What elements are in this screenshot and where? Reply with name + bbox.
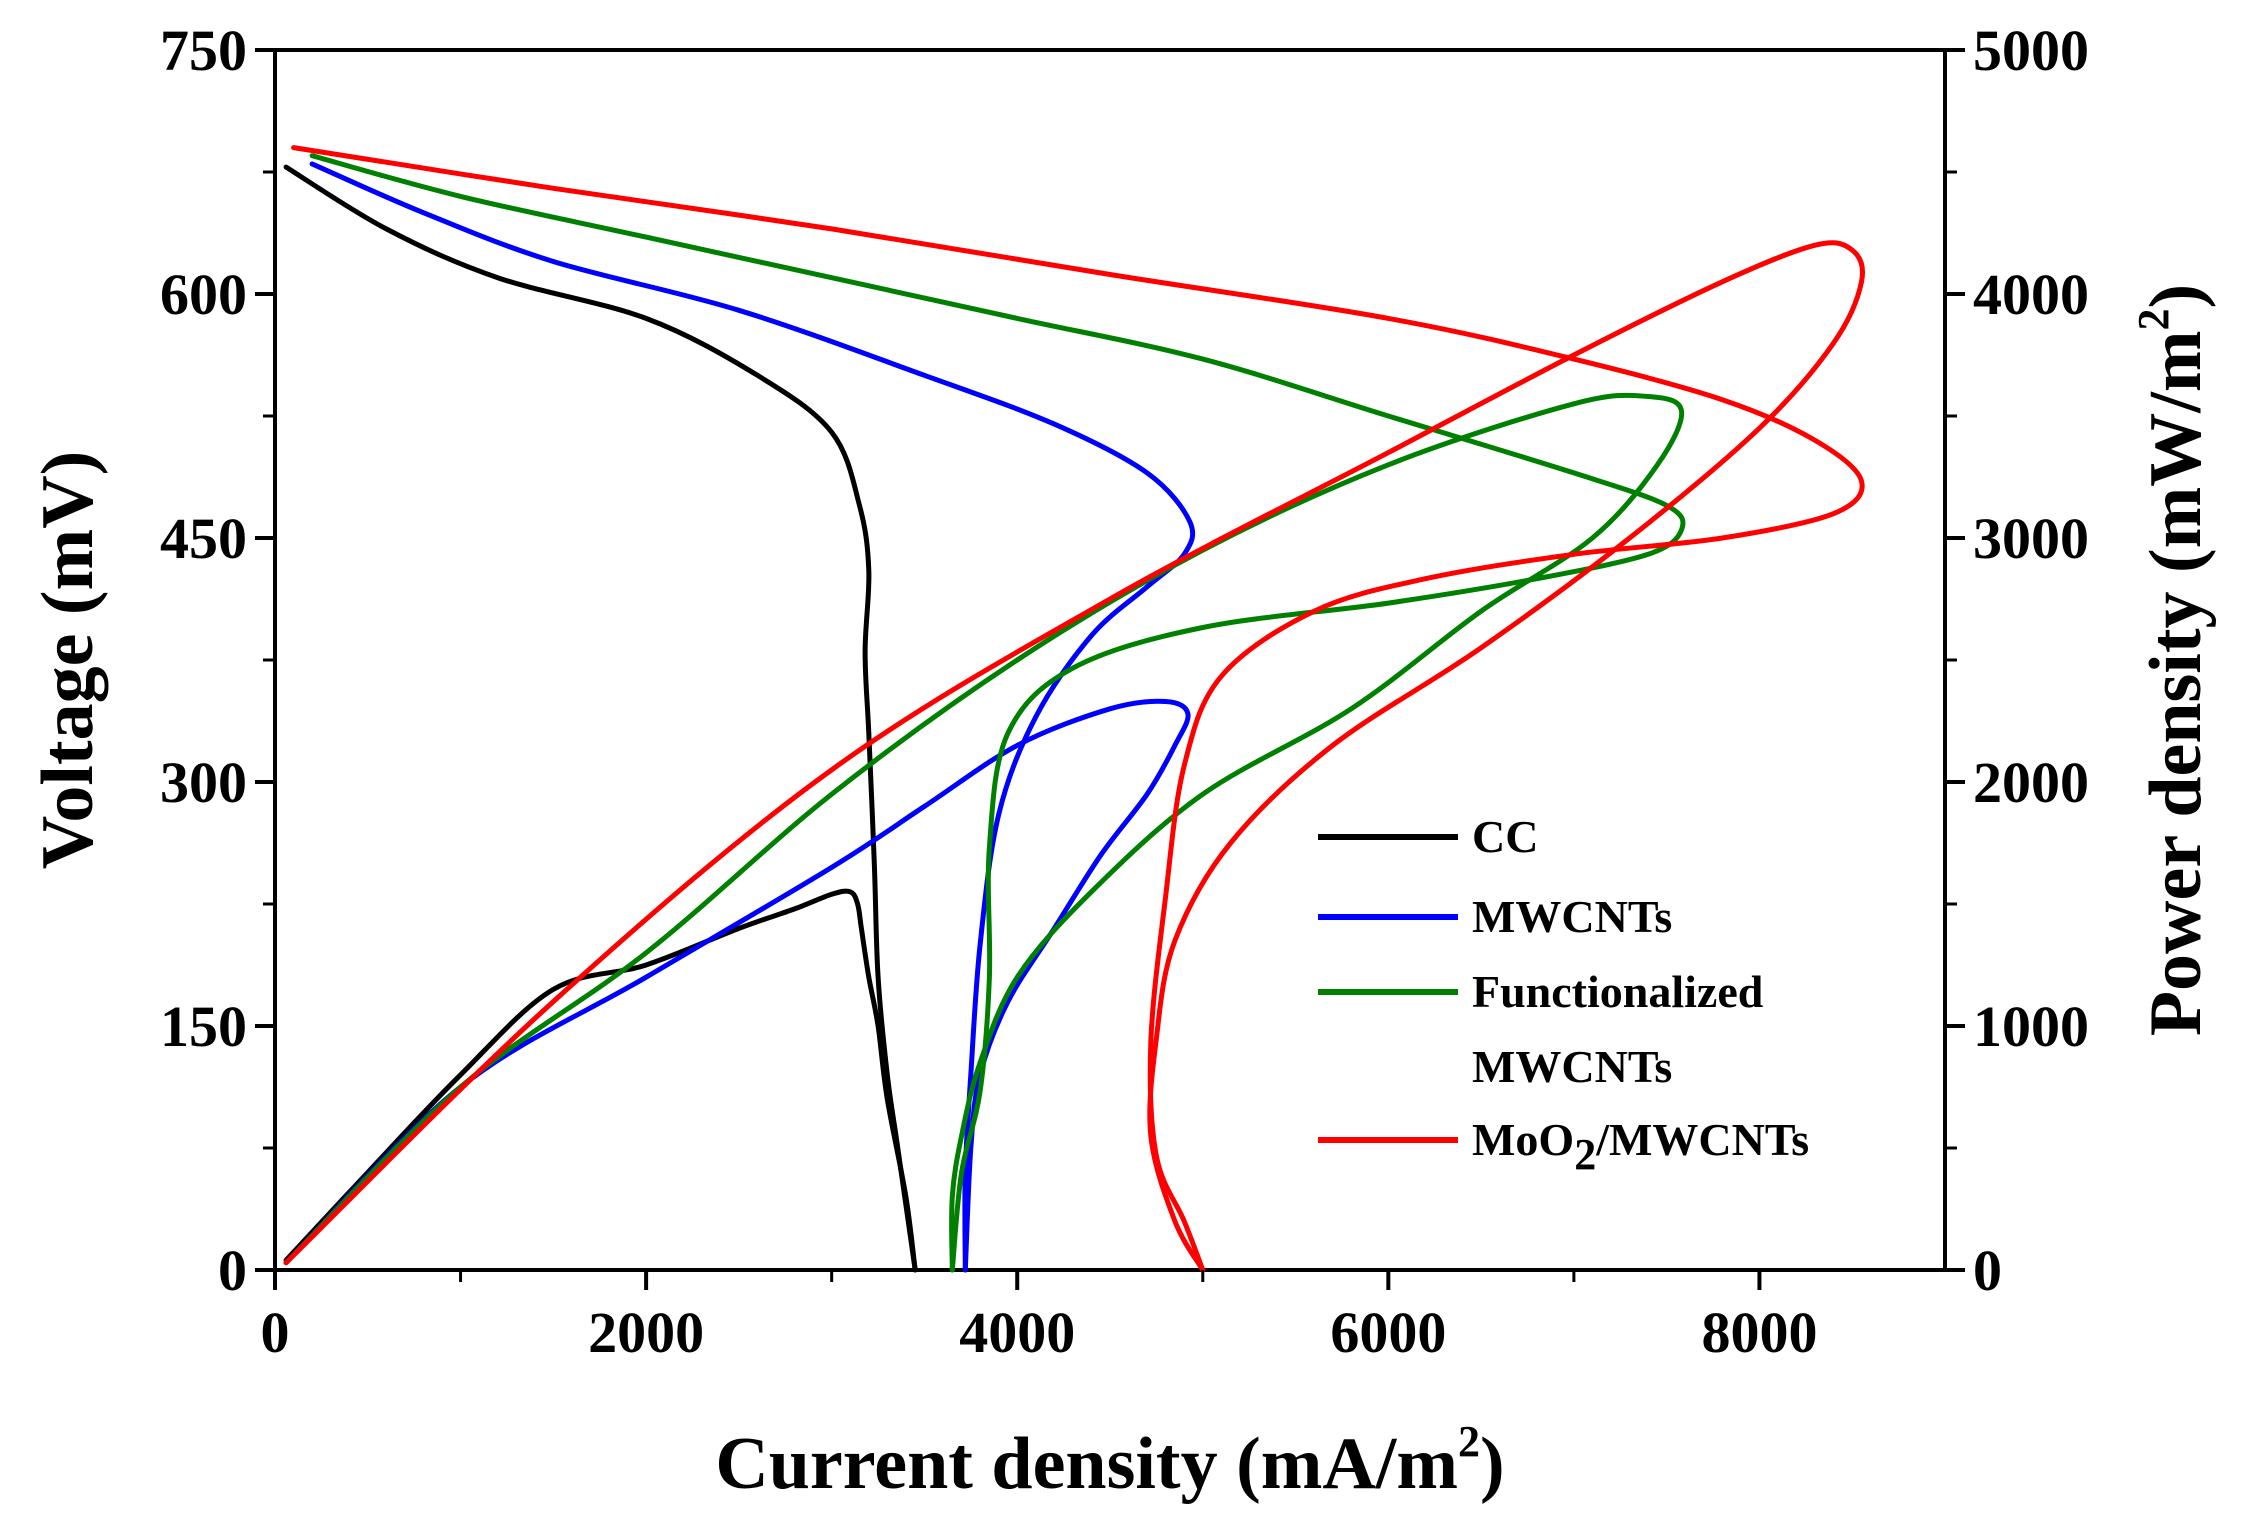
y-right-tick-label: 4000 xyxy=(1973,262,2089,327)
x-tick-label: 4000 xyxy=(959,1300,1075,1365)
polarization-curve-cc xyxy=(283,164,918,1273)
power-density-curve-cc xyxy=(283,888,918,1273)
plot-area xyxy=(273,48,1947,1273)
x-axis-title: Current density (mA/m2) xyxy=(715,1417,1504,1505)
legend-item-functionalized-mwcnts: Functionalized MWCNTs xyxy=(1318,966,1764,1092)
polarization-curve-mwcnts xyxy=(309,161,1196,1273)
left-y-axis-title: Voltage (mV) xyxy=(27,451,109,870)
y-left-tick-label: 150 xyxy=(160,994,247,1059)
x-axis-ticks: 0 2000 4000 6000 8000 xyxy=(261,1270,1817,1365)
left-y-axis-ticks: 0 150 300 450 600 750 xyxy=(160,18,275,1303)
legend-label-cc: CC xyxy=(1472,811,1538,862)
y-left-tick-label: 450 xyxy=(160,506,247,571)
y-right-tick-label: 0 xyxy=(1973,1238,2002,1303)
legend-item-moo2-mwcnts: MoO2/MWCNTs xyxy=(1318,1114,1809,1179)
y-left-tick-label: 0 xyxy=(218,1238,247,1303)
x-tick-label: 0 xyxy=(261,1300,290,1365)
polarization-curve-moo2-mwcnts xyxy=(291,145,1865,1273)
legend-item-cc: CC xyxy=(1318,811,1538,862)
y-right-tick-label: 5000 xyxy=(1973,18,2089,83)
power-density-curve-mwcnts xyxy=(283,698,1191,1273)
y-right-tick-label: 1000 xyxy=(1973,994,2089,1059)
data-curves xyxy=(283,145,1865,1273)
legend-label-mwcnts: MWCNTs xyxy=(1472,891,1672,942)
x-tick-label: 8000 xyxy=(1701,1300,1817,1365)
power-density-curve-functionalized-mwcnts xyxy=(283,392,1685,1273)
y-right-tick-label: 3000 xyxy=(1973,506,2089,571)
legend-label-moo2: MoO2/MWCNTs xyxy=(1472,1114,1809,1179)
right-y-axis-title: Power density (mW/m2) xyxy=(2129,284,2217,1036)
plot-frame xyxy=(273,48,1947,1272)
legend-label-functionalized-line2: MWCNTs xyxy=(1472,1041,1672,1092)
y-left-tick-label: 600 xyxy=(160,262,247,327)
legend-label-functionalized: Functionalized xyxy=(1472,966,1764,1017)
power-density-curve-moo2-mwcnts xyxy=(283,240,1865,1273)
right-y-axis-ticks: 0 1000 2000 3000 4000 5000 xyxy=(1945,18,2089,1303)
y-left-tick-label: 300 xyxy=(160,750,247,815)
x-tick-label: 2000 xyxy=(588,1300,704,1365)
x-tick-label: 6000 xyxy=(1330,1300,1446,1365)
polarization-curve-functionalized-mwcnts xyxy=(309,153,1686,1273)
legend-item-mwcnts: MWCNTs xyxy=(1318,891,1672,942)
y-left-tick-label: 750 xyxy=(160,18,247,83)
legend: CC MWCNTs Functionalized MWCNTs MoO2/MWC… xyxy=(1318,811,1809,1179)
y-right-tick-label: 2000 xyxy=(1973,750,2089,815)
